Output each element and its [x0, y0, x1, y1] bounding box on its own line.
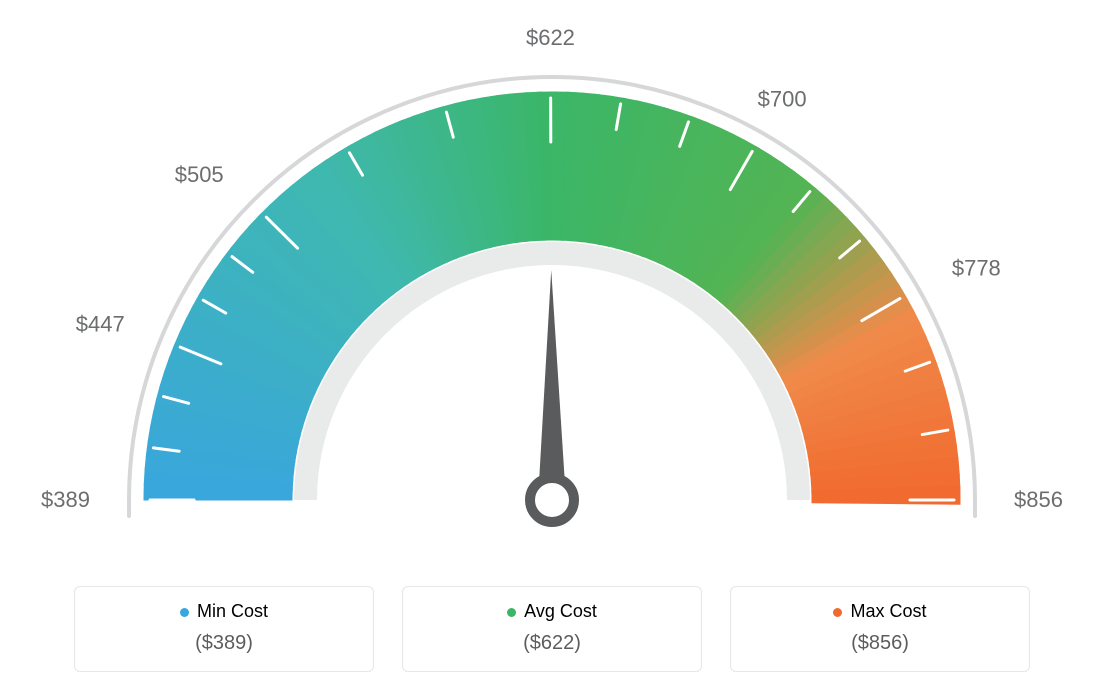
svg-text:$447: $447 [76, 311, 125, 336]
legend-max-title: Max Cost [731, 601, 1029, 622]
svg-text:$389: $389 [41, 487, 90, 512]
legend-min-value: ($389) [75, 632, 373, 655]
legend-row: Min Cost ($389) Avg Cost ($622) Max Cost… [0, 586, 1104, 672]
legend-avg-box: Avg Cost ($622) [402, 586, 702, 672]
legend-min-box: Min Cost ($389) [74, 586, 374, 672]
legend-min-title: Min Cost [75, 601, 373, 622]
legend-max-value: ($856) [731, 632, 1029, 655]
legend-min-label: Min Cost [197, 601, 268, 621]
gauge-svg: $389 $447 $505 $622 $700 $778 $856 [0, 0, 1104, 560]
svg-text:$700: $700 [758, 86, 807, 111]
dot-icon [833, 608, 842, 617]
svg-text:$622: $622 [526, 25, 575, 50]
cost-gauge-widget: $389 $447 $505 $622 $700 $778 $856 Min Cost ($… [0, 0, 1104, 690]
legend-max-box: Max Cost ($856) [730, 586, 1030, 672]
gauge-chart: $389 $447 $505 $622 $700 $778 $856 [0, 0, 1104, 560]
legend-avg-value: ($622) [403, 632, 701, 655]
legend-avg-label: Avg Cost [524, 601, 597, 621]
dot-icon [180, 608, 189, 617]
svg-text:$778: $778 [952, 256, 1001, 281]
legend-max-label: Max Cost [850, 601, 926, 621]
svg-text:$505: $505 [175, 162, 224, 187]
svg-text:$856: $856 [1014, 487, 1063, 512]
legend-avg-title: Avg Cost [403, 601, 701, 622]
dot-icon [507, 608, 516, 617]
